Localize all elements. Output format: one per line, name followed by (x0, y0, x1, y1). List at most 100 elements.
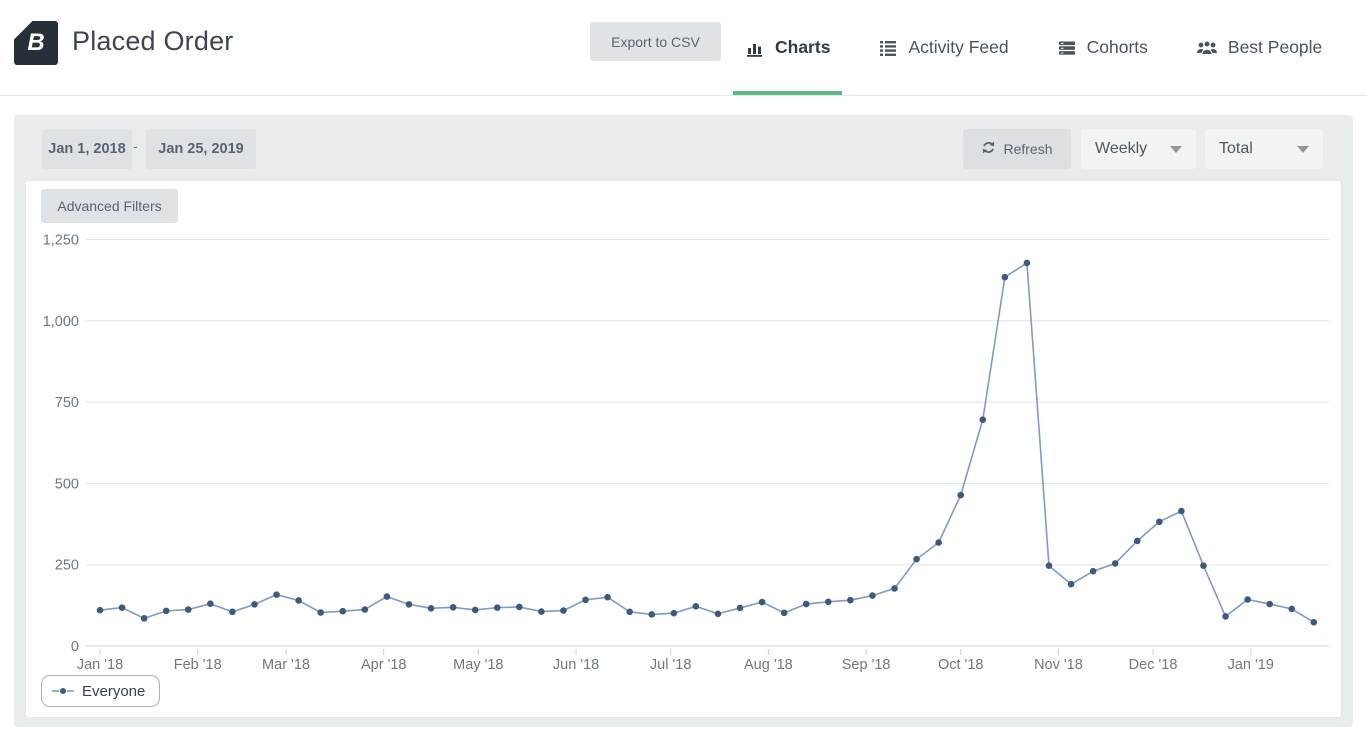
data-point[interactable] (1222, 613, 1229, 620)
data-point[interactable] (471, 606, 479, 614)
data-point[interactable] (1244, 596, 1251, 603)
data-point[interactable] (1111, 560, 1119, 567)
tab-activity-feed[interactable]: Activity Feed (866, 0, 1020, 95)
x-axis-tick-label: Jan '19 (1228, 657, 1274, 673)
metric-select[interactable]: Total (1205, 129, 1323, 169)
metric-value: Total (1219, 140, 1253, 157)
chevron-down-icon (1170, 145, 1182, 153)
data-point[interactable] (361, 606, 369, 613)
header-tabs: Charts Activity Feed (733, 0, 1367, 95)
date-range-separator: - (133, 138, 138, 154)
data-point[interactable] (1001, 273, 1009, 281)
data-point[interactable] (207, 600, 214, 608)
legend-marker-icon (52, 683, 74, 700)
data-point[interactable] (273, 591, 280, 598)
data-point[interactable] (935, 539, 942, 546)
data-point[interactable] (449, 604, 457, 611)
data-point[interactable] (1288, 605, 1296, 613)
people-icon (1196, 38, 1218, 58)
data-point[interactable] (560, 607, 567, 614)
data-point[interactable] (692, 603, 700, 610)
data-point[interactable] (824, 598, 832, 606)
data-point[interactable] (405, 601, 413, 608)
list-icon (878, 38, 898, 58)
data-point[interactable] (317, 609, 324, 616)
x-axis-tick-label: Jul '18 (650, 657, 691, 673)
y-axis-tick-label: 500 (55, 476, 79, 492)
data-point[interactable] (493, 604, 501, 611)
data-point[interactable] (582, 596, 589, 604)
data-point[interactable] (162, 607, 170, 615)
data-point[interactable] (1200, 562, 1207, 569)
data-point[interactable] (1045, 562, 1053, 569)
data-point[interactable] (670, 609, 678, 617)
data-point[interactable] (516, 603, 523, 611)
data-point[interactable] (427, 604, 435, 612)
data-point[interactable] (96, 606, 104, 614)
data-point[interactable] (626, 608, 633, 616)
export-csv-button[interactable]: Export to CSV (590, 22, 721, 61)
date-start-input[interactable]: Jan 1, 2018 (42, 129, 132, 169)
data-point[interactable] (891, 585, 898, 592)
tab-best-people[interactable]: Best People (1184, 0, 1334, 95)
logo-letter: B (27, 29, 45, 56)
bar-chart-icon (745, 38, 765, 58)
y-axis-tick-label: 0 (71, 639, 79, 655)
app-logo[interactable]: B (14, 21, 58, 65)
x-axis-tick-label: Dec '18 (1129, 657, 1178, 673)
data-point[interactable] (1133, 537, 1141, 545)
y-axis-tick-label: 750 (55, 395, 79, 411)
tab-label: Cohorts (1086, 37, 1148, 57)
data-point[interactable] (648, 611, 656, 618)
data-point[interactable] (847, 596, 854, 604)
x-axis-tick-label: Aug '18 (744, 657, 793, 673)
data-point[interactable] (184, 606, 192, 613)
stacked-rows-icon (1057, 38, 1077, 58)
tab-charts[interactable]: Charts (733, 0, 843, 95)
data-point[interactable] (604, 593, 611, 601)
data-point[interactable] (1023, 259, 1031, 267)
data-point[interactable] (979, 416, 987, 423)
series-line-everyone (99, 261, 1315, 623)
date-end-input[interactable]: Jan 25, 2019 (146, 129, 256, 169)
interval-select[interactable]: Weekly (1081, 129, 1196, 169)
data-point[interactable] (1067, 580, 1075, 588)
y-axis-tick-label: 1,250 (43, 233, 79, 249)
data-point[interactable] (538, 608, 545, 615)
x-axis-tick-label: Mar '18 (262, 657, 310, 673)
x-axis-tick-label: Apr '18 (361, 657, 407, 673)
data-point[interactable] (1310, 618, 1318, 626)
chart-canvas[interactable]: 0 250 500 750 1,000 1,250 Jan '18 Feb '18 Mar '1… (26, 181, 1343, 719)
data-point[interactable] (758, 598, 766, 606)
interval-value: Weekly (1095, 140, 1148, 157)
data-point[interactable] (780, 609, 788, 617)
data-point[interactable] (736, 604, 744, 612)
data-point[interactable] (957, 491, 965, 499)
data-point[interactable] (339, 607, 347, 615)
data-point[interactable] (913, 555, 920, 563)
x-axis-tick-label: Jan '18 (77, 657, 123, 673)
data-point[interactable] (1156, 518, 1163, 526)
data-point[interactable] (802, 600, 810, 608)
chevron-down-icon (1297, 145, 1309, 153)
chart-card: Advanced Filters 0 250 500 750 1,000 1,250 Jan… (25, 180, 1342, 718)
data-point[interactable] (1178, 507, 1185, 515)
refresh-button[interactable]: Refresh (963, 129, 1071, 169)
toolbar: Jan 1, 2018 - Jan 25, 2019 Refresh Weekl… (28, 129, 1339, 169)
advanced-filters-button[interactable]: Advanced Filters (41, 189, 178, 223)
data-point[interactable] (295, 597, 302, 604)
tab-label: Best People (1227, 37, 1323, 57)
data-point[interactable] (251, 601, 258, 608)
legend-label: Everyone (82, 682, 146, 700)
data-point[interactable] (869, 592, 876, 599)
legend-item-everyone[interactable]: Everyone (41, 675, 161, 707)
data-point[interactable] (714, 610, 722, 618)
data-point[interactable] (118, 604, 126, 611)
tab-cohorts[interactable]: Cohorts (1045, 0, 1160, 95)
data-point[interactable] (1266, 600, 1273, 608)
tab-label: Charts (775, 37, 831, 57)
data-point[interactable] (140, 615, 148, 622)
data-point[interactable] (383, 593, 391, 600)
data-point[interactable] (1089, 567, 1097, 575)
data-point[interactable] (229, 608, 236, 616)
